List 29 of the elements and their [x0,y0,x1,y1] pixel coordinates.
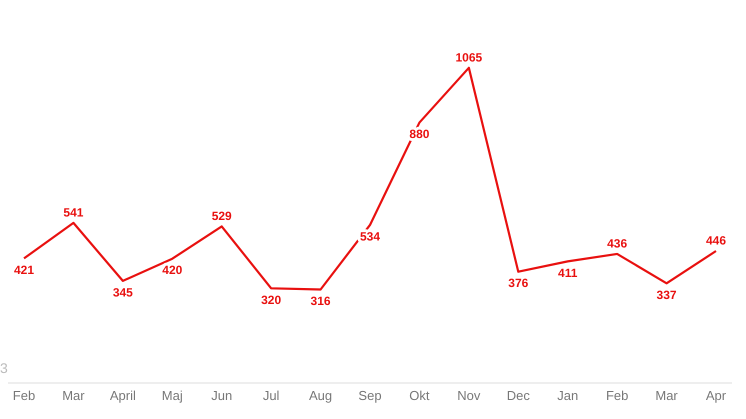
x-tick-label: Nov [457,388,481,404]
x-tick-label: Feb [606,388,628,404]
x-tick-label: Jun [211,388,232,404]
data-label: 541 [63,205,84,220]
x-tick-label: Mar [62,388,86,404]
x-tick-label: Mar [655,388,678,404]
data-label: 316 [310,294,331,308]
x-tick-label: Feb [12,388,36,404]
x-tick-label: Apr [706,388,727,404]
data-label: 421 [14,262,34,277]
data-label: 420 [162,263,183,278]
data-label: 529 [212,208,232,223]
data-label: 1065 [456,50,483,64]
x-tick-label: Maj [162,388,183,404]
data-label: 411 [558,266,578,280]
data-label: 337 [656,288,677,302]
text: 3 [0,360,8,376]
data-label: 436 [607,236,628,250]
x-tick-label: Okt [409,388,430,404]
x-tick-label: Aug [309,388,332,404]
data-label: 345 [112,285,134,300]
data-label: 320 [261,292,282,307]
x-tick-label: Jul [262,388,280,404]
x-tick-label: April [110,388,136,404]
x-tick-label: Jan [557,388,578,404]
x-tick-label: Dec [506,388,530,404]
x-tick-label: Sep [358,388,382,404]
data-label: 446 [706,234,726,248]
data-label: 376 [508,276,529,290]
